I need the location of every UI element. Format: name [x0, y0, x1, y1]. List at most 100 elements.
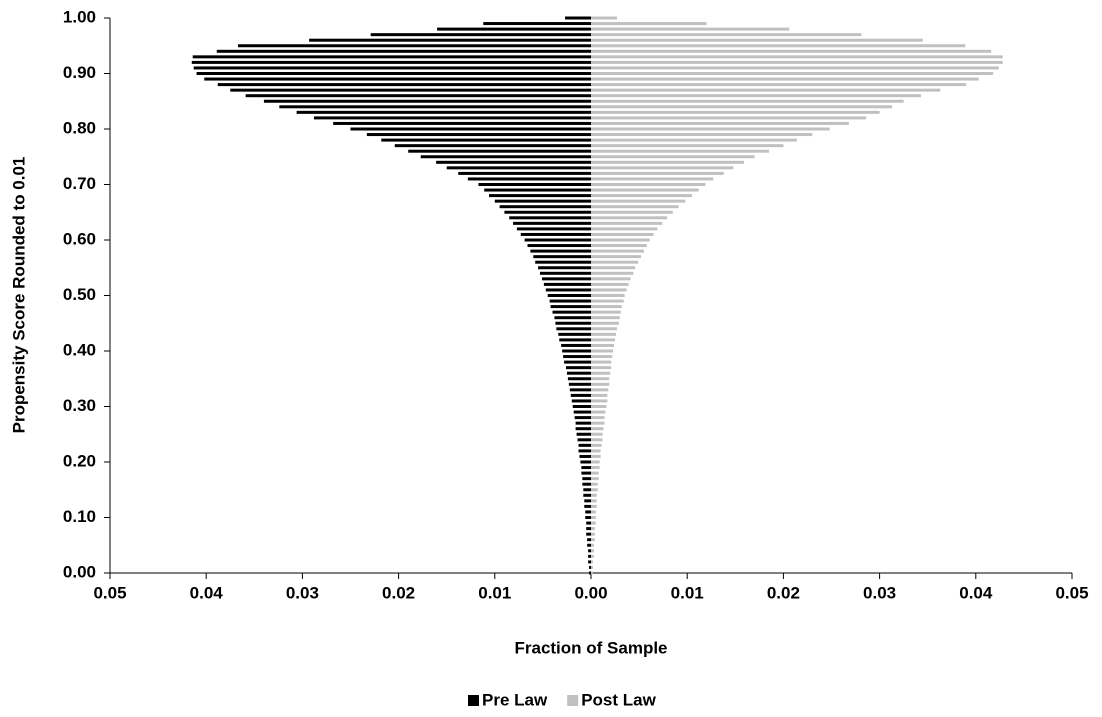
bar — [565, 366, 591, 370]
bar — [559, 338, 591, 342]
bar — [583, 493, 591, 497]
bar — [204, 77, 591, 81]
y-tick-label: 0.10 — [63, 507, 96, 526]
x-tick-label: 0.03 — [286, 583, 319, 602]
bar — [509, 216, 591, 220]
bar — [591, 66, 999, 70]
bar — [591, 471, 599, 475]
bar — [591, 371, 611, 375]
bar — [217, 83, 591, 87]
bar — [581, 471, 591, 475]
bar — [586, 521, 591, 525]
bar — [563, 355, 591, 359]
bar — [591, 166, 734, 170]
bar — [591, 216, 667, 220]
legend-label: Post Law — [581, 690, 656, 709]
bar — [577, 438, 591, 442]
x-tick-label: 0.02 — [767, 583, 800, 602]
bar — [516, 227, 591, 231]
bar — [591, 443, 602, 447]
bar — [588, 549, 591, 553]
bar — [591, 438, 603, 442]
bar — [591, 310, 621, 314]
bar — [591, 565, 593, 569]
bar — [591, 16, 617, 20]
bar — [350, 127, 591, 131]
bar — [591, 493, 597, 497]
bar — [589, 565, 591, 569]
bar — [591, 194, 693, 198]
y-tick-label: 0.70 — [63, 174, 96, 193]
bar — [458, 171, 591, 175]
bar — [569, 388, 591, 392]
bar — [586, 532, 591, 536]
x-tick-label: 0.05 — [1055, 583, 1088, 602]
bar — [370, 33, 591, 37]
bar — [483, 22, 591, 26]
bar — [591, 466, 600, 470]
bar — [591, 83, 967, 87]
bar — [591, 138, 797, 142]
bar — [591, 299, 624, 303]
bar — [237, 44, 592, 48]
bar — [591, 105, 893, 109]
bar — [576, 432, 591, 436]
bar — [478, 183, 591, 186]
x-tick-label: 0.00 — [574, 583, 607, 602]
bar — [572, 405, 591, 408]
bar — [581, 466, 591, 470]
bar — [591, 349, 614, 353]
bar — [527, 244, 591, 248]
bar — [591, 460, 600, 464]
bar — [591, 271, 634, 275]
legend-label: Pre Law — [482, 690, 548, 709]
bar — [591, 183, 706, 186]
bar — [591, 432, 603, 436]
bar — [538, 266, 591, 270]
y-tick-label: 1.00 — [63, 7, 96, 26]
bar — [552, 310, 591, 314]
x-tick-label: 0.01 — [478, 583, 511, 602]
bar — [574, 416, 591, 420]
bar — [566, 371, 591, 375]
bar — [591, 332, 617, 336]
bar — [591, 188, 699, 192]
bar — [591, 232, 654, 236]
bar — [580, 460, 591, 464]
bar — [524, 238, 591, 242]
bar — [591, 249, 644, 253]
bar — [591, 49, 992, 53]
bar — [571, 399, 591, 403]
bar — [591, 205, 679, 209]
x-tick-label: 0.01 — [671, 583, 704, 602]
bar — [558, 332, 591, 336]
bar — [591, 27, 790, 31]
bar — [564, 360, 591, 364]
y-tick-label: 0.00 — [63, 562, 96, 581]
bar — [533, 255, 591, 259]
bar — [591, 427, 604, 431]
bar — [545, 288, 591, 292]
bar — [591, 499, 597, 503]
y-tick-label: 0.50 — [63, 285, 96, 304]
bar — [591, 60, 1003, 64]
bar — [591, 549, 594, 553]
bar — [591, 516, 596, 519]
bar — [543, 282, 591, 286]
bar — [591, 449, 601, 453]
bar — [591, 277, 631, 281]
bar — [591, 88, 941, 92]
bar — [591, 366, 612, 370]
bar — [520, 232, 591, 236]
bar — [191, 60, 591, 64]
bar — [591, 72, 994, 75]
bar — [591, 55, 1003, 59]
bar — [591, 305, 622, 309]
bar — [437, 27, 591, 31]
bar — [436, 160, 591, 164]
bar — [591, 94, 921, 98]
bar — [591, 288, 627, 292]
bar — [591, 199, 686, 203]
bar — [591, 316, 620, 320]
bar — [583, 488, 591, 492]
